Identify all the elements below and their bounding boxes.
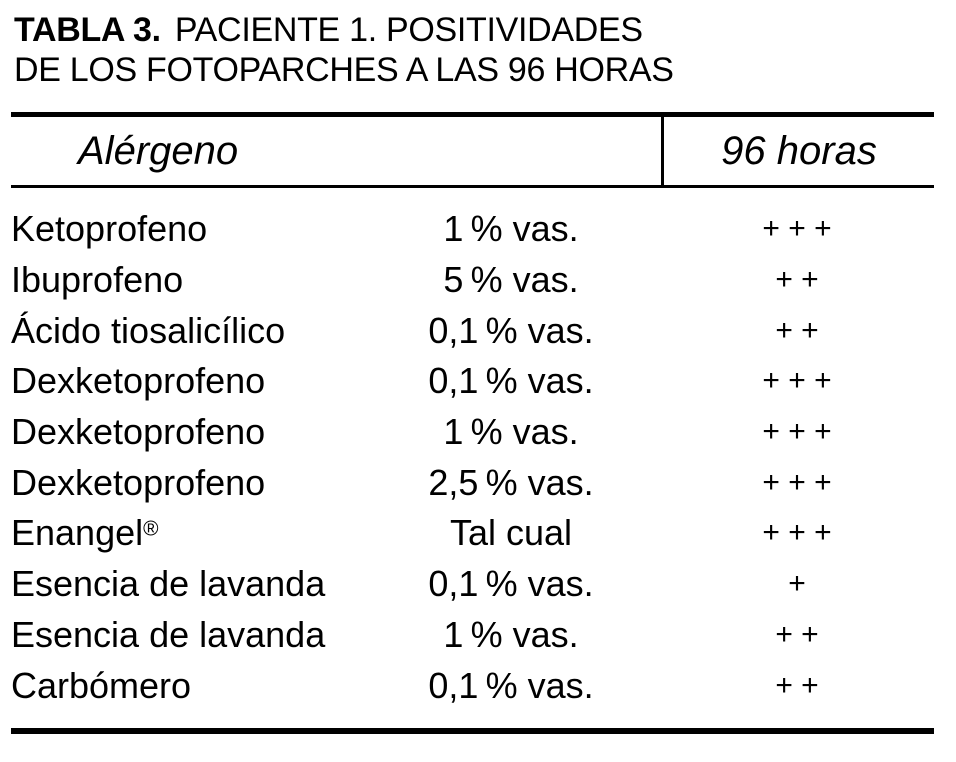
allergen-name: Ibuprofeno [11,259,341,301]
allergen-name-text: Dexketoprofeno [11,411,266,453]
table-body: Ketoprofeno 1 % vas. + + + Ibuprofeno 5 … [11,188,934,728]
result-value: + + [775,617,819,651]
result-value: + + + [762,415,832,449]
table-row: Ketoprofeno 1 % vas. + + + [11,204,934,255]
allergen-name: Dexketoprofeno [11,411,341,453]
allergen-name: Enangel® [11,512,341,554]
table-row: Ibuprofeno 5 % vas. + + [11,255,934,306]
allergen-concentration: 0,1 % vas. [428,309,594,351]
allergen-name: Dexketoprofeno [11,462,341,504]
allergen-name: Carbómero [11,665,341,707]
table-row: Esencia de lavanda 0,1 % vas. + [11,559,934,610]
allergen-name-text: Ácido tiosalicílico [11,309,286,351]
allergen-concentration: 1 % vas. [443,613,579,655]
result-value: + [788,567,806,601]
hours-column-header: 96 horas [721,128,877,173]
allergen-name-text: Ibuprofeno [11,259,184,301]
allergen-name: Esencia de lavanda [11,563,341,605]
table-row: Dexketoprofeno 1 % vas. + + + [11,407,934,458]
allergen-name-text: Ketoprofeno [11,208,208,250]
result-value: + + [775,313,819,347]
allergen-concentration: 0,1 % vas. [428,563,594,605]
allergen-column-header: Alérgeno [78,128,239,173]
data-table: Alérgeno 96 horas Ketoprofeno 1 % vas. +… [11,112,934,734]
allergen-name: Esencia de lavanda [11,614,341,656]
allergen-concentration: 0,1 % vas. [428,360,594,402]
allergen-name-text: Enangel [11,512,144,554]
header-cell-96-hours: 96 horas [664,117,934,185]
table-title-line2: DE LOS FOTOPARCHES A LAS 96 HORAS [14,51,674,89]
allergen-name: Ketoprofeno [11,208,341,250]
allergen-concentration: 2,5 % vas. [428,461,594,503]
table-header-row: Alérgeno 96 horas [11,117,934,185]
allergen-concentration: 5 % vas. [443,259,579,301]
allergen-name-text: Dexketoprofeno [11,360,266,402]
header-cell-allergen: Alérgeno [11,117,664,185]
allergen-concentration: Tal cual [449,512,573,554]
table-number-label: TABLA 3. [14,11,161,49]
result-value: + + + [762,516,832,550]
result-value: + + + [762,364,832,398]
allergen-name-text: Esencia de lavanda [11,563,326,605]
table-row: Enangel® Tal cual + + + [11,508,934,559]
table-row: Dexketoprofeno 2,5 % vas. + + + [11,457,934,508]
table-row: Carbómero 0,1 % vas. + + [11,660,934,711]
table-row: Dexketoprofeno 0,1 % vas. + + + [11,356,934,407]
allergen-name-text: Esencia de lavanda [11,613,326,655]
table-header-separator-rule [11,185,934,188]
table-row: Ácido tiosalicílico 0,1 % vas. + + [11,305,934,356]
result-value: + + [775,668,819,702]
table-title-text: PACIENTE 1. POSITIVIDADES [174,11,643,49]
allergen-name: Ácido tiosalicílico [11,310,341,352]
allergen-name-text: Carbómero [11,664,192,706]
registered-trademark-sup: ® [143,518,159,542]
allergen-name-text: Dexketoprofeno [11,461,266,503]
table-row: Esencia de lavanda 1 % vas. + + [11,610,934,661]
allergen-name: Dexketoprofeno [11,360,341,402]
table-title: TABLA 3. PACIENTE 1. POSITIVIDADES DE LOS… [0,0,956,90]
table-top-rule [11,112,934,117]
result-value: + + + [762,212,832,246]
allergen-concentration: 1 % vas. [443,208,579,250]
allergen-concentration: 1 % vas. [443,411,579,453]
result-value: + + + [762,465,832,499]
table-bottom-rule [11,727,934,734]
allergen-concentration: 0,1 % vas. [428,664,594,706]
result-value: + + [775,263,819,297]
table-title-line1: TABLA 3. PACIENTE 1. POSITIVIDADES [14,10,956,50]
